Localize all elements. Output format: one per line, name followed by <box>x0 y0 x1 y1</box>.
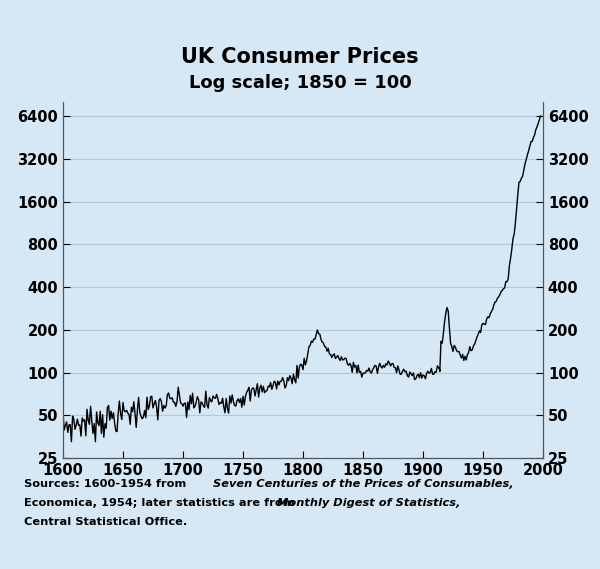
Text: Sources: 1600-1954 from: Sources: 1600-1954 from <box>24 479 190 489</box>
Text: Monthly Digest of Statistics,: Monthly Digest of Statistics, <box>277 498 461 508</box>
Text: Central Statistical Office.: Central Statistical Office. <box>24 517 187 527</box>
Text: Log scale; 1850 = 100: Log scale; 1850 = 100 <box>188 73 412 92</box>
Text: UK Consumer Prices: UK Consumer Prices <box>181 47 419 67</box>
Text: Seven Centuries of the Prices of Consumables,: Seven Centuries of the Prices of Consuma… <box>213 479 514 489</box>
Text: Economica, 1954; later statistics are from: Economica, 1954; later statistics are fr… <box>24 498 299 508</box>
